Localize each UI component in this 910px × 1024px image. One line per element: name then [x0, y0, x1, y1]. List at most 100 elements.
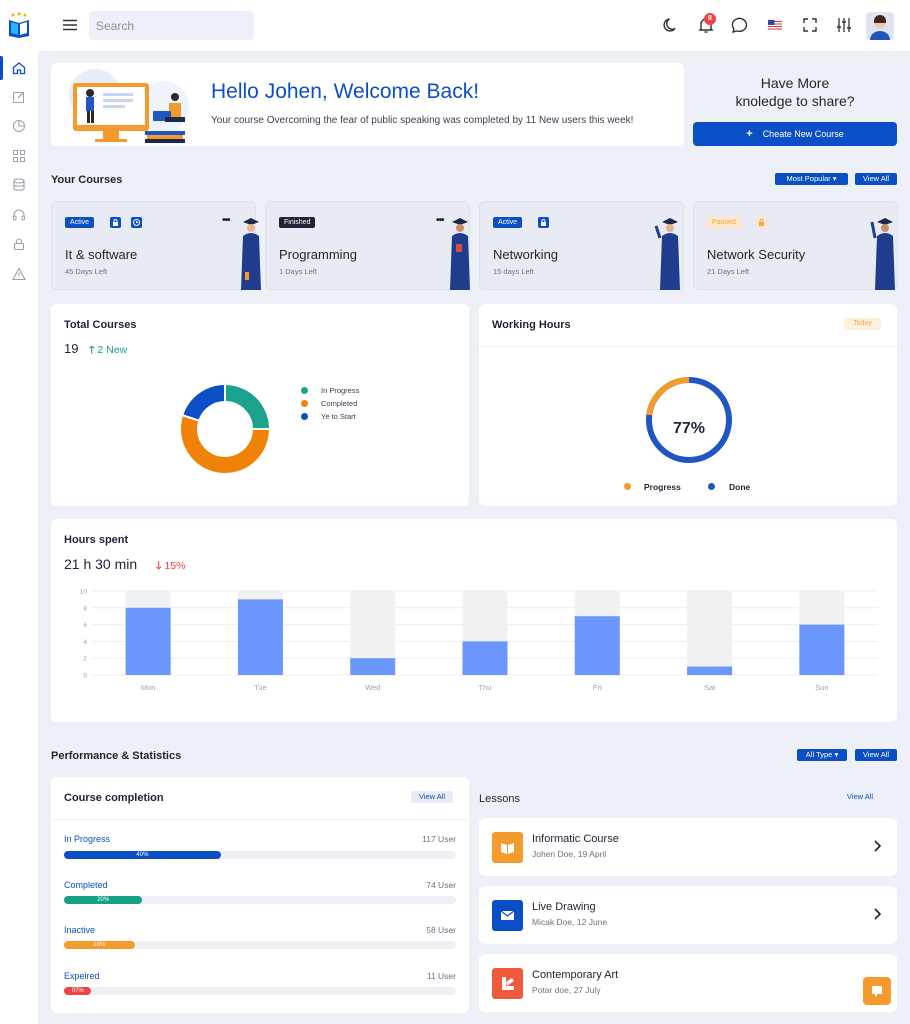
plus-icon: + — [746, 128, 753, 140]
lesson-title: Informatic Course — [532, 833, 619, 845]
chevron-down-icon: ▾ — [834, 750, 839, 759]
lessons-view-all-button[interactable]: View All — [846, 792, 874, 801]
graduate-illustration — [241, 218, 261, 290]
y-tick-label: 2 — [83, 656, 87, 663]
bar-thu — [462, 641, 508, 675]
settings-float-button[interactable] — [863, 977, 891, 1005]
lesson-item[interactable]: Informatic Course Johen Doe, 19 April — [479, 818, 897, 876]
new-courses-indicator: 🡑 2 New — [89, 342, 127, 360]
welcome-card — [51, 63, 684, 146]
total-courses-title: Total Courses — [64, 319, 137, 331]
share-prompt-line1: Have More — [760, 75, 830, 91]
course-card[interactable]: Active Networking 15 days Left — [479, 201, 684, 290]
course-card[interactable]: Paused Network Security 21 Days Left — [693, 201, 898, 290]
database-icon[interactable] — [11, 177, 27, 193]
progress-count: 58 User — [426, 925, 456, 935]
graduate-illustration — [654, 218, 680, 290]
pie-chart-icon[interactable] — [11, 118, 27, 134]
clock-badge-icon — [131, 217, 142, 228]
chat-flag-icon — [872, 986, 882, 997]
chevron-right-icon[interactable] — [871, 907, 883, 921]
legend-dot-yet-to-start — [301, 413, 308, 420]
course-name: Network Security — [707, 247, 806, 262]
progress-track: 40% — [64, 851, 456, 859]
graduate-illustration — [450, 218, 470, 290]
progress-count: 74 User — [426, 880, 456, 890]
us-flag-icon[interactable] — [765, 15, 785, 35]
fullscreen-icon[interactable] — [800, 15, 820, 35]
settings-sliders-icon[interactable] — [834, 15, 854, 35]
performance-view-all-button[interactable]: View All — [855, 749, 897, 761]
hours-spent-bar-chart: 0 2 4 6 8 10 Mon Tue Wed Thu Fri Sat Sun — [80, 589, 878, 692]
performance-title: Performance & Statistics — [51, 750, 182, 762]
legend-progress: Progress — [644, 482, 681, 492]
legend-dot-progress — [624, 483, 631, 490]
lock-icon[interactable] — [11, 236, 27, 252]
all-type-label: All Type — [805, 750, 833, 759]
progress-track: 18% — [64, 941, 456, 949]
apps-icon[interactable] — [11, 148, 27, 164]
search-input[interactable] — [89, 11, 254, 40]
completion-view-all-button[interactable]: View All — [411, 791, 453, 803]
headset-icon[interactable] — [11, 207, 27, 223]
lesson-item[interactable]: Live Drawing Micak Doe, 12 June — [479, 886, 897, 944]
donut-slice-yet-to-start — [180, 382, 226, 422]
hours-spent-title: Hours spent — [64, 534, 129, 546]
more-options-icon[interactable]: ••• — [436, 215, 444, 226]
warning-icon[interactable] — [11, 266, 27, 282]
working-hours-title: Working Hours — [492, 319, 571, 331]
progress-count: 117 User — [422, 834, 456, 844]
courses-view-all-button[interactable]: View All — [855, 173, 897, 185]
x-tick-label: Fri — [593, 683, 602, 692]
course-days-left: 45 Days Left — [65, 267, 108, 276]
course-card[interactable]: Finished ••• Programming 1 Days Left — [265, 201, 470, 290]
create-course-button[interactable]: + Cheate New Course — [693, 122, 897, 146]
x-tick-label: Mon — [141, 683, 156, 692]
edit-icon[interactable] — [11, 89, 27, 105]
course-completion-title: Course completion — [64, 792, 164, 804]
home-icon[interactable] — [11, 60, 27, 76]
status-badge: Active — [65, 217, 95, 228]
lesson-item[interactable]: Contemporary Art Potar doe, 27 July — [479, 954, 897, 1012]
welcome-subtitle: Your course Overcoming the fear of publi… — [211, 115, 634, 126]
hours-change-label: 15% — [164, 560, 186, 572]
book-logo-icon[interactable] — [7, 12, 31, 38]
lock-badge-icon — [110, 217, 121, 228]
moon-icon[interactable] — [661, 15, 681, 35]
chevron-down-icon: ▾ — [832, 174, 837, 183]
x-tick-label: Tue — [254, 683, 267, 692]
progress-fill: 20% — [64, 896, 143, 904]
ring-progress-arc — [646, 377, 690, 416]
user-avatar[interactable] — [866, 12, 894, 40]
sidebar — [0, 0, 38, 1024]
working-hours-card — [479, 304, 897, 506]
today-badge[interactable]: Today — [844, 318, 881, 330]
total-courses-donut-chart — [179, 382, 272, 475]
y-tick-label: 8 — [83, 605, 87, 612]
y-tick-label: 10 — [80, 589, 88, 596]
more-options-icon[interactable]: ••• — [222, 215, 230, 226]
y-tick-label: 6 — [83, 622, 87, 629]
course-name: It & software — [65, 247, 138, 262]
donut-slice-completed — [179, 413, 272, 475]
lesson-title: Live Drawing — [532, 901, 596, 913]
lesson-subtitle: Micak Doe, 12 June — [532, 917, 608, 927]
progress-fill: 40% — [64, 851, 221, 859]
chevron-right-icon[interactable] — [871, 839, 883, 853]
course-card[interactable]: Active ••• It & software 45 Days Left — [51, 201, 261, 290]
new-courses-label: 2 New — [97, 344, 128, 356]
arrow-up-icon: 🡑 — [89, 344, 95, 356]
most-popular-dropdown[interactable]: Most Popular ▾ — [775, 173, 848, 185]
legend-in-progress: In Progress — [321, 386, 360, 395]
lock-badge-icon — [538, 217, 549, 228]
status-badge: Active — [493, 217, 523, 228]
y-tick-label: 0 — [83, 673, 87, 680]
chat-icon[interactable] — [730, 15, 750, 35]
donut-slice-in-progress — [224, 382, 272, 430]
bar-track — [687, 591, 733, 675]
lesson-subtitle: Potar doe, 27 July — [532, 985, 601, 995]
all-type-dropdown[interactable]: All Type ▾ — [797, 749, 847, 761]
x-tick-label: Thu — [479, 683, 492, 692]
course-completion-card — [51, 777, 469, 1013]
hamburger-menu-icon[interactable] — [60, 15, 80, 35]
